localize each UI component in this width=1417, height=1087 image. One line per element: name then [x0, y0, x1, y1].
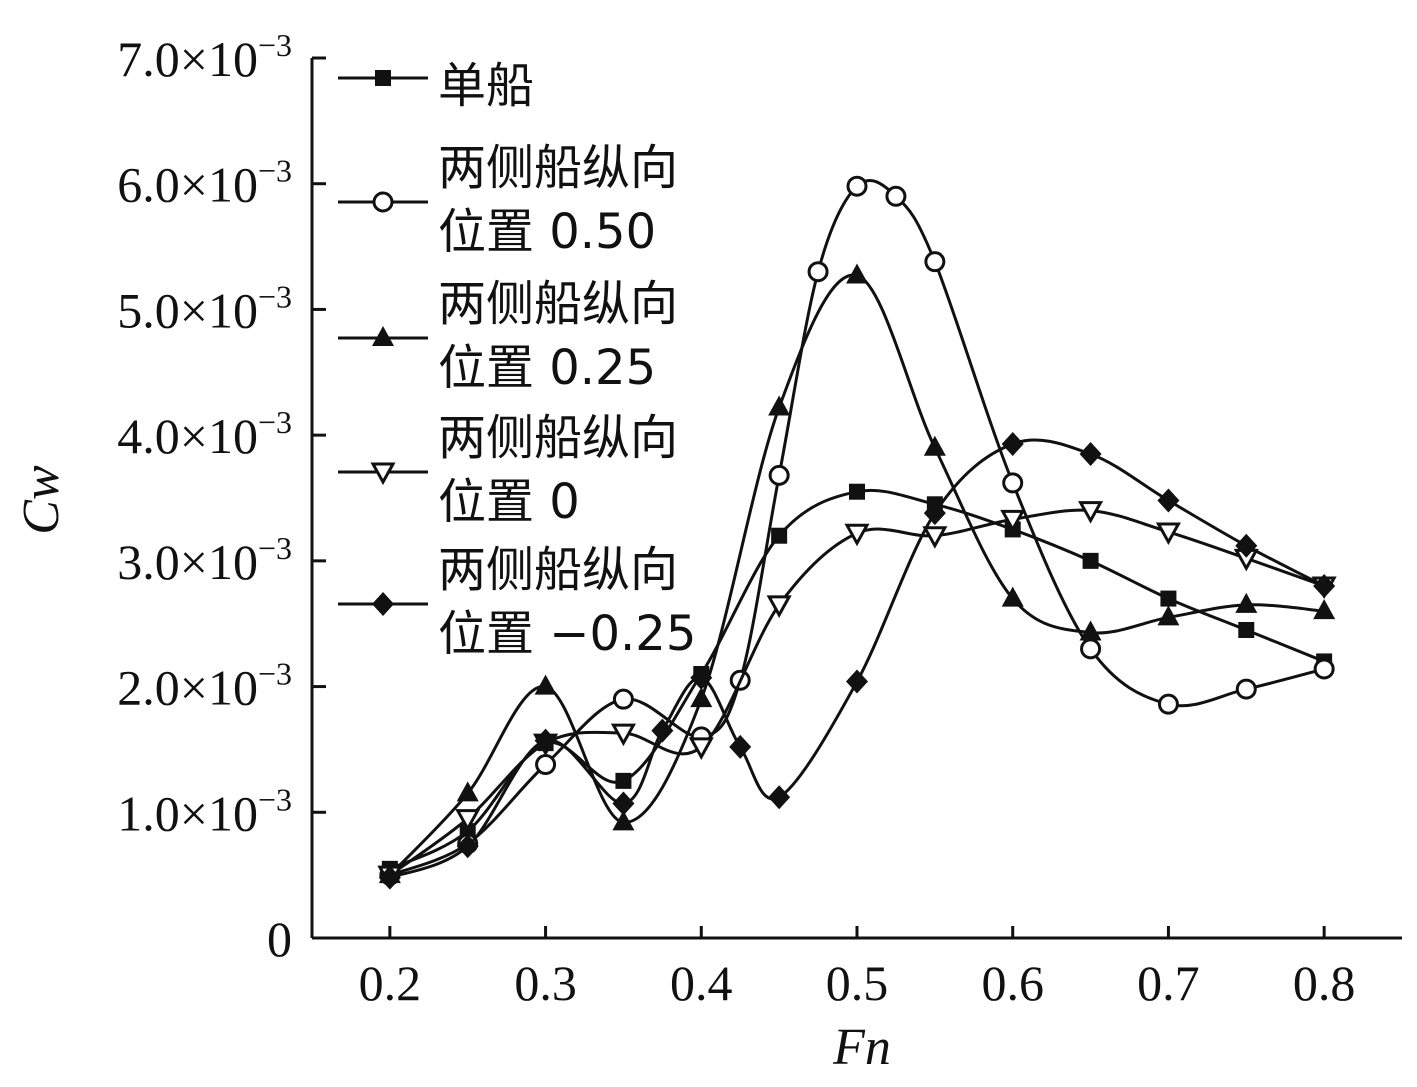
legend-label: 两侧船纵向: [438, 542, 678, 598]
y-tick-label: 7.0×10−3: [117, 27, 292, 87]
series-2-point: [690, 687, 713, 708]
legend-marker: [375, 70, 391, 86]
x-tick-label: 0.3: [514, 955, 577, 1011]
x-tick-label: 0.6: [981, 955, 1044, 1011]
y-tick-label: 0: [267, 911, 292, 967]
legend-label: 两侧船纵向: [438, 276, 678, 332]
series-3-point: [766, 595, 792, 618]
series-1-point: [885, 185, 907, 207]
legend-label: 位置 0.25: [438, 340, 656, 396]
series-4: [378, 431, 1336, 890]
series-4-point: [846, 669, 868, 694]
series-0-point: [615, 772, 632, 789]
legend-label: 位置 −0.25: [438, 606, 696, 662]
series-3-point: [455, 809, 481, 832]
legend-marker: [370, 462, 396, 486]
y-tick-label: 1.0×10−3: [117, 781, 292, 841]
legend-marker: [372, 191, 394, 213]
x-tick-label: 0.5: [826, 955, 889, 1011]
x-axis-title: Fn: [832, 1019, 891, 1076]
series-3-point: [610, 723, 636, 747]
series-2-point: [1313, 599, 1336, 620]
series-4-point: [612, 791, 635, 816]
series-0-point: [1082, 552, 1099, 569]
x-tick-label: 0.7: [1137, 955, 1200, 1011]
series-1-point: [1002, 472, 1024, 494]
series-4-point: [378, 865, 401, 890]
series-1-point: [1080, 638, 1102, 660]
series-1-point: [1313, 658, 1335, 680]
legend-label: 位置 0: [438, 474, 580, 530]
series-3-point: [922, 526, 948, 549]
series-0-point: [771, 527, 788, 544]
legend-entry-0: 单船: [338, 58, 534, 114]
x-tick-label: 0.4: [670, 955, 733, 1011]
x-tick-label: 0.8: [1293, 955, 1356, 1011]
y-tick-label: 4.0×10−3: [117, 404, 292, 464]
series-2-point: [1157, 605, 1180, 626]
y-tick-label: 2.0×10−3: [117, 656, 292, 716]
series-1-point: [1157, 693, 1179, 715]
series-2-point: [768, 395, 791, 416]
series-0-point: [1238, 622, 1255, 638]
series-3-point: [688, 737, 714, 761]
series-1-point: [924, 251, 946, 273]
y-tick-label: 6.0×10−3: [117, 153, 292, 213]
series-2-point: [534, 674, 557, 695]
legend-marker: [372, 326, 394, 346]
series-2-point: [923, 435, 946, 456]
x-tick-label: 0.2: [359, 955, 422, 1011]
series-3-point: [1000, 509, 1026, 533]
series-2: [378, 263, 1336, 884]
series-2-point: [1235, 592, 1258, 613]
series-4-point: [1235, 533, 1258, 558]
series-4-point: [1313, 574, 1336, 598]
legend-label: 位置 0.50: [438, 204, 656, 260]
series-3-point: [844, 523, 870, 547]
series-1-point: [768, 464, 790, 486]
series-0-point: [849, 483, 865, 500]
series-4-point: [690, 665, 713, 690]
series-4-point: [768, 785, 791, 810]
legend-label: 单船: [438, 58, 534, 114]
series-4-point: [534, 728, 557, 753]
legend-marker: [372, 592, 394, 616]
series-2-point: [846, 263, 868, 284]
series-2-point: [456, 781, 479, 802]
series-1-point: [535, 754, 557, 776]
series-4-point: [651, 718, 674, 743]
series-0-point: [1160, 590, 1177, 607]
y-axis-title: Cw: [13, 465, 70, 535]
series-1-point: [846, 175, 868, 197]
y-tick-label: 5.0×10−3: [117, 278, 292, 338]
axes: 0.2 0.3 0.4 0.5 0.6 0.7 0.8 0 1.0×10−3 2.0×10−3 3.…: [13, 27, 1402, 1076]
series-2-point: [1079, 620, 1102, 641]
series-3-point: [1155, 522, 1181, 546]
series-2-point: [612, 810, 635, 831]
series-4-point: [1079, 442, 1102, 466]
series-layer: [377, 175, 1337, 890]
series-1-line: [389, 179, 1325, 877]
series-1-point: [807, 261, 829, 283]
series-2-point: [1001, 586, 1024, 607]
series-1-point: [612, 688, 634, 710]
series-4-point: [456, 834, 479, 859]
series-4-point: [729, 734, 752, 759]
legend-label: 两侧船纵向: [438, 140, 678, 196]
series-4-point: [1001, 431, 1024, 456]
series-4-point: [923, 501, 946, 526]
series-1-point: [1235, 678, 1257, 700]
legend-label: 两侧船纵向: [438, 410, 678, 466]
series-3-point: [1078, 501, 1104, 524]
y-tick-label: 3.0×10−3: [117, 530, 292, 590]
series-4-point: [1157, 488, 1180, 513]
